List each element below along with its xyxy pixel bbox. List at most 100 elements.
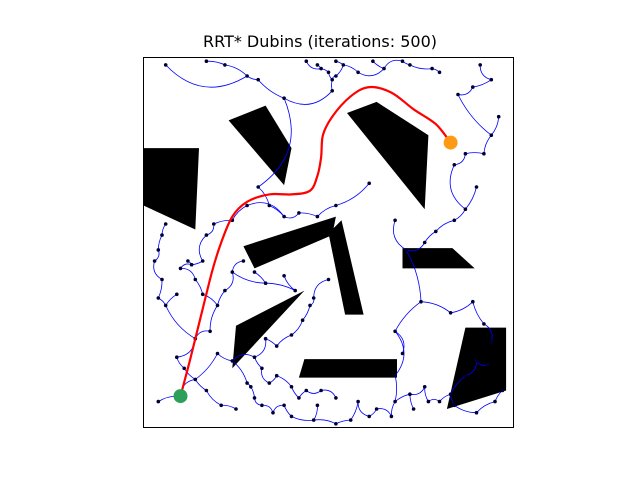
- tree-edge: [257, 79, 285, 99]
- tree-node: [452, 403, 457, 408]
- tree-edge: [435, 219, 455, 232]
- tree-edge: [206, 223, 215, 236]
- obstacle: [347, 101, 429, 210]
- tree-edge: [372, 60, 385, 69]
- tree-node: [389, 414, 394, 419]
- tree-node: [393, 218, 397, 223]
- tree-edge: [176, 357, 185, 369]
- tree-node: [163, 303, 168, 308]
- tree-node: [430, 66, 434, 71]
- tree-node: [215, 303, 220, 308]
- tree-edge: [472, 79, 492, 88]
- tree-node: [448, 311, 453, 315]
- tree-node: [193, 377, 198, 382]
- tree-node: [260, 366, 264, 371]
- tree-node: [249, 385, 253, 389]
- tree-node: [393, 399, 397, 404]
- tree-edge: [206, 390, 222, 406]
- tree-node: [282, 214, 286, 219]
- tree-node: [245, 74, 249, 78]
- tree-node: [156, 248, 161, 252]
- tree-node: [263, 281, 268, 286]
- tree-edge: [454, 209, 466, 221]
- tree-edge: [165, 305, 196, 340]
- obstacle: [228, 105, 292, 186]
- tree-node: [175, 292, 179, 297]
- tree-edge: [465, 152, 484, 155]
- tree-edge: [450, 301, 474, 314]
- tree-edge: [490, 116, 500, 136]
- tree-edge: [254, 271, 266, 284]
- tree-node: [437, 399, 442, 404]
- tree-edge: [306, 390, 322, 394]
- tree-edge: [272, 404, 285, 413]
- tree-node: [208, 329, 212, 334]
- obstacle: [143, 148, 199, 230]
- tree-node: [474, 185, 479, 189]
- tree-edge: [254, 357, 263, 369]
- tree-node: [282, 274, 286, 278]
- tree-node: [163, 63, 168, 67]
- tree-node: [330, 89, 335, 93]
- tree-node: [182, 366, 186, 371]
- tree-node: [452, 218, 457, 223]
- tree-node: [356, 70, 360, 75]
- goal-marker: [443, 135, 458, 150]
- tree-edge: [394, 393, 410, 402]
- obstacle: [298, 359, 397, 378]
- tree-node: [434, 229, 438, 234]
- tree-node: [367, 181, 372, 186]
- tree-node: [452, 163, 457, 167]
- tree-node: [422, 385, 427, 389]
- tree-edge: [265, 338, 277, 347]
- tree-node: [230, 270, 235, 274]
- tree-node: [189, 262, 194, 267]
- tree-edge: [313, 405, 318, 421]
- tree-node: [223, 288, 227, 293]
- tree-edge: [209, 305, 218, 332]
- tree-edge: [302, 305, 311, 321]
- tree-node: [204, 233, 209, 237]
- tree-edge: [350, 401, 359, 421]
- tree-edge: [313, 279, 329, 299]
- tree-node: [263, 336, 268, 341]
- plot-frame: [143, 57, 514, 428]
- tree-node: [485, 362, 490, 367]
- tree-edge: [194, 379, 207, 391]
- tree-edge: [224, 64, 248, 77]
- tree-node: [334, 422, 338, 426]
- tree-node: [274, 344, 279, 348]
- tree-node: [463, 151, 468, 156]
- tree-node: [463, 373, 468, 378]
- tree-edge: [394, 330, 405, 354]
- tree-node: [267, 203, 272, 208]
- tree-edge: [165, 64, 248, 88]
- tree-edge: [157, 234, 163, 250]
- tree-edge: [465, 186, 477, 210]
- tree-node: [474, 410, 479, 415]
- tree-node: [204, 59, 209, 63]
- tree-edge: [483, 134, 492, 154]
- tree-node: [256, 77, 261, 82]
- tree-node: [241, 259, 246, 263]
- tree-node: [456, 92, 460, 97]
- tree-edge: [424, 231, 437, 243]
- tree-edge: [424, 386, 429, 402]
- tree-edge: [165, 293, 178, 306]
- tree-node: [212, 222, 216, 226]
- tree-edge: [406, 242, 426, 252]
- tree-edge: [390, 401, 396, 417]
- tree-edge: [450, 375, 466, 395]
- tree-node: [474, 359, 479, 363]
- obstacle: [402, 248, 475, 269]
- tree-node: [308, 303, 312, 308]
- tree-edge: [157, 279, 163, 299]
- tree-node: [426, 399, 431, 404]
- tree-edge: [483, 323, 493, 343]
- tree-node: [200, 259, 205, 263]
- tree-node: [193, 277, 198, 282]
- tree-node: [493, 399, 497, 404]
- tree-node: [267, 381, 272, 385]
- tree-node: [219, 403, 223, 408]
